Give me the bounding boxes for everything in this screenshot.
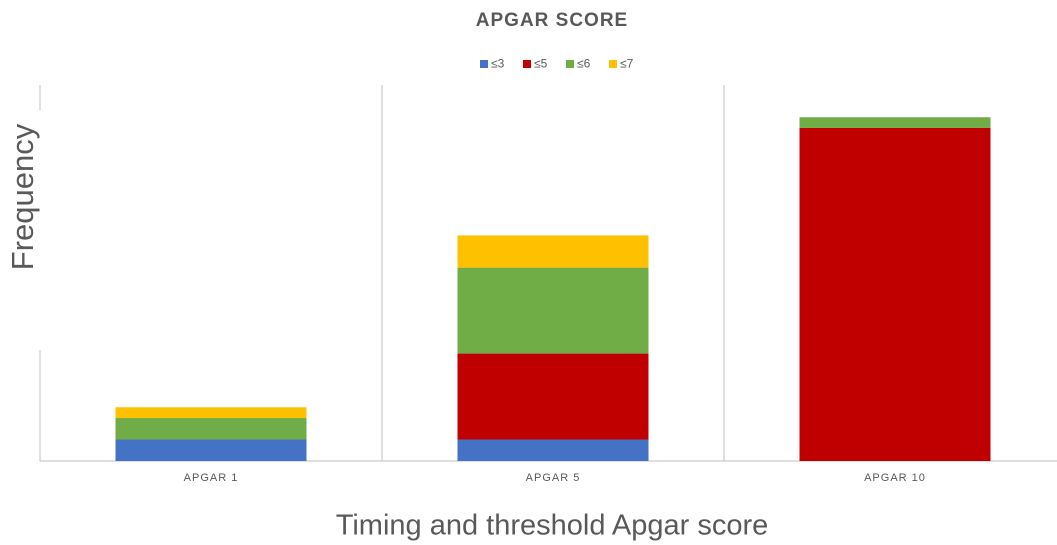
x-tick-label: APGAR 1 — [184, 472, 239, 484]
bar-segment — [115, 418, 307, 440]
bar-segment — [457, 267, 649, 354]
bar-segment — [457, 439, 649, 461]
bar-segment — [799, 117, 991, 128]
legend-label: ≤3 — [491, 57, 505, 71]
bar-segment — [457, 353, 649, 440]
bar-segment — [457, 235, 649, 268]
legend-swatch — [523, 60, 531, 68]
bar-segment — [115, 407, 307, 419]
legend-swatch — [609, 60, 617, 68]
legend-label: ≤5 — [534, 57, 548, 71]
bar-segment — [115, 439, 307, 461]
chart-title: APGAR SCORE — [476, 10, 628, 31]
legend-swatch — [480, 60, 488, 68]
x-tick-label: APGAR 10 — [864, 472, 926, 484]
x-tick-label: APGAR 5 — [526, 472, 581, 484]
legend-label: ≤6 — [577, 57, 591, 71]
x-axis-label: Timing and threshold Apgar score — [336, 510, 769, 542]
legend-swatch — [566, 60, 574, 68]
y-axis-label: Frequency — [5, 123, 40, 270]
legend-label: ≤7 — [620, 57, 634, 71]
bar-segment — [799, 127, 991, 461]
